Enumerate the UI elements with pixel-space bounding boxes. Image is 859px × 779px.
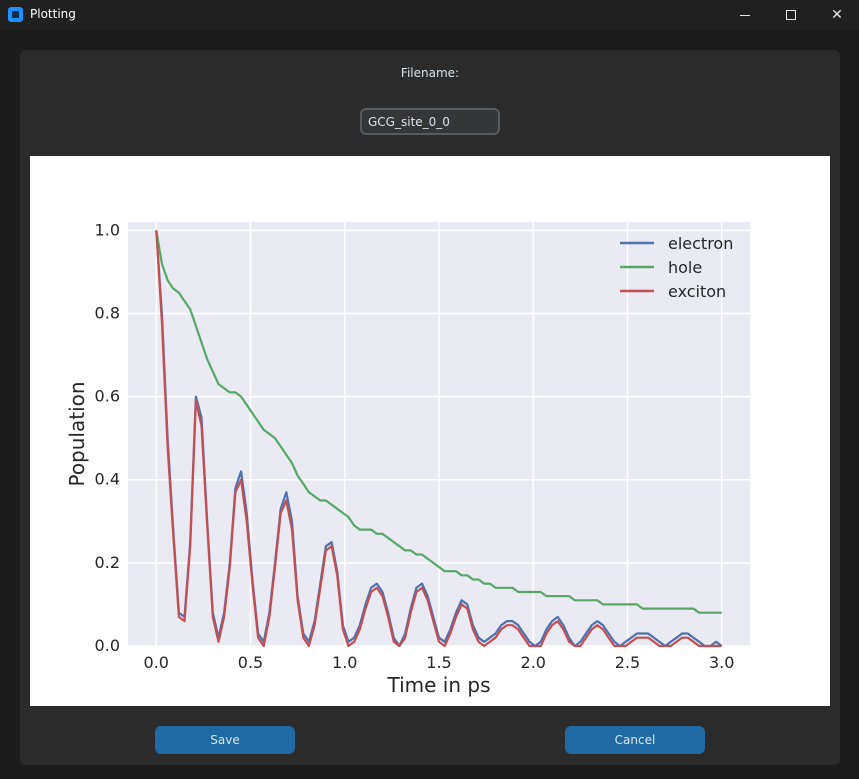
minimize-icon <box>740 14 750 16</box>
x-tick-label: 2.0 <box>521 653 546 672</box>
cancel-button[interactable]: Cancel <box>565 726 705 754</box>
y-tick-label: 0.6 <box>95 387 120 406</box>
close-icon: ✕ <box>831 7 843 23</box>
y-tick-label: 1.0 <box>95 220 120 239</box>
minimize-button[interactable] <box>722 0 768 30</box>
plot-area: 0.0 0.5 1.0 1.5 2.0 2.5 3.0 0.0 0.2 0.4 0.6 0.8 1.0 T… <box>30 156 830 706</box>
x-axis-label: Time in ps <box>386 673 490 697</box>
filename-input[interactable] <box>360 108 500 135</box>
legend-label-electron: electron <box>668 234 733 253</box>
y-tick-label: 0.0 <box>95 636 120 655</box>
y-axis-label: Population <box>65 381 89 486</box>
save-button[interactable]: Save <box>155 726 295 754</box>
y-tick-label: 0.2 <box>95 553 120 572</box>
title-bar[interactable]: Plotting ✕ <box>0 0 859 30</box>
y-tick-label: 0.8 <box>95 303 120 322</box>
series-line-exciton <box>155 230 722 648</box>
x-tick-label: 2.5 <box>615 653 640 672</box>
x-tick-label: 0.5 <box>238 653 263 672</box>
legend-label-exciton: exciton <box>668 282 726 301</box>
series-line-hole <box>155 230 722 614</box>
y-tick-label: 0.4 <box>95 470 120 489</box>
maximize-button[interactable] <box>768 0 814 30</box>
x-tick-label: 1.5 <box>426 653 451 672</box>
x-tick-label: 3.0 <box>709 653 734 672</box>
window-title: Plotting <box>30 7 76 21</box>
maximize-icon <box>786 10 796 20</box>
population-chart: 0.0 0.5 1.0 1.5 2.0 2.5 3.0 0.0 0.2 0.4 0.6 0.8 1.0 T… <box>65 220 750 697</box>
app-icon <box>8 7 23 22</box>
x-tick-label: 0.0 <box>144 653 169 672</box>
close-button[interactable]: ✕ <box>814 0 859 30</box>
legend-label-hole: hole <box>668 258 702 277</box>
x-tick-label: 1.0 <box>332 653 357 672</box>
filename-label: Filename: <box>400 66 460 80</box>
